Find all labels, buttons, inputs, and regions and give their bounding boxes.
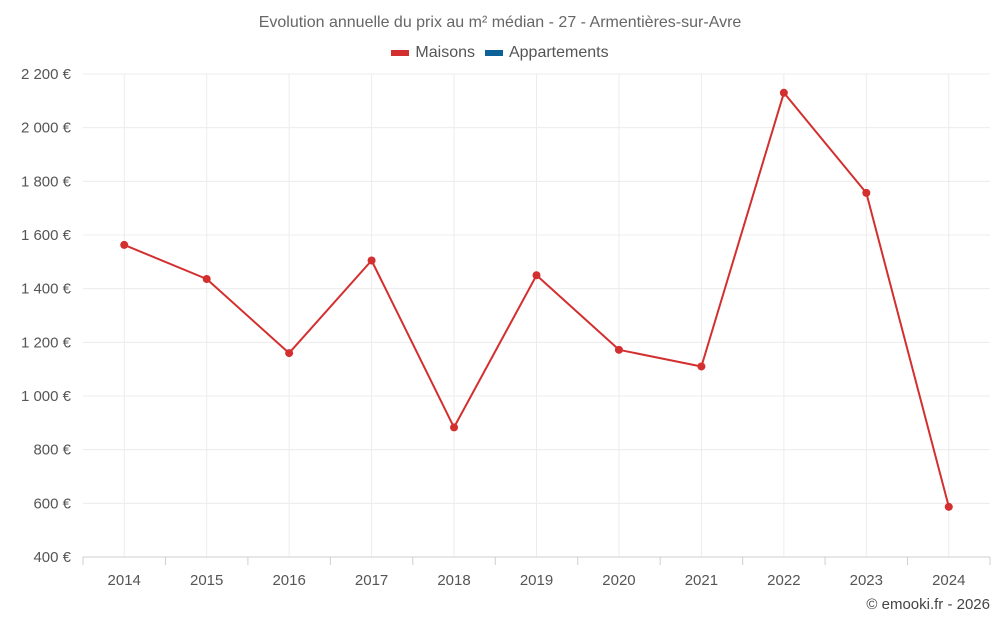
y-tick-label: 1 000 € <box>21 388 72 405</box>
legend-swatch-maisons <box>391 50 410 56</box>
legend-swatch-appartements <box>484 50 503 56</box>
x-tick-label: 2019 <box>520 572 553 589</box>
y-tick-label: 1 200 € <box>21 334 72 351</box>
y-tick-label: 800 € <box>33 442 71 459</box>
data-point-maisons-2017 <box>367 256 376 265</box>
copyright-footer: © emooki.fr - 2026 <box>866 596 990 613</box>
y-tick-label: 2 200 € <box>21 66 72 83</box>
data-point-maisons-2022 <box>779 88 788 97</box>
data-point-maisons-2020 <box>614 345 623 354</box>
x-tick-label: 2023 <box>850 572 883 589</box>
y-tick-label: 600 € <box>33 495 71 512</box>
x-tick-label: 2015 <box>190 572 223 589</box>
data-point-maisons-2016 <box>285 349 294 358</box>
legend-label-appartements: Appartements <box>508 44 609 61</box>
legend-item-appartements[interactable]: Appartements <box>484 44 609 62</box>
x-tick-label: 2017 <box>355 572 388 589</box>
y-tick-label: 1 600 € <box>21 227 72 244</box>
y-tick-label: 400 € <box>33 549 71 566</box>
chart-title: Evolution annuelle du prix au m² médian … <box>258 14 742 31</box>
data-point-maisons-2018 <box>450 423 459 432</box>
data-point-maisons-2023 <box>862 188 871 197</box>
x-tick-label: 2018 <box>437 572 470 589</box>
data-point-maisons-2015 <box>202 275 211 284</box>
data-point-maisons-2021 <box>697 362 706 371</box>
y-tick-label: 1 800 € <box>21 173 72 190</box>
data-point-maisons-2019 <box>532 271 541 280</box>
y-tick-label: 1 400 € <box>21 281 72 298</box>
y-tick-label: 2 000 € <box>21 120 72 137</box>
x-tick-label: 2014 <box>108 572 141 589</box>
x-tick-label: 2024 <box>932 572 965 589</box>
legend-label-maisons: Maisons <box>415 44 475 61</box>
legend: Maisons Appartements <box>0 44 1000 62</box>
data-point-maisons-2014 <box>120 240 129 249</box>
legend-item-maisons[interactable]: Maisons <box>391 44 475 62</box>
x-tick-label: 2016 <box>272 572 305 589</box>
x-tick-label: 2020 <box>602 572 635 589</box>
x-tick-label: 2022 <box>767 572 800 589</box>
x-tick-label: 2021 <box>685 572 718 589</box>
data-point-maisons-2024 <box>944 502 953 511</box>
